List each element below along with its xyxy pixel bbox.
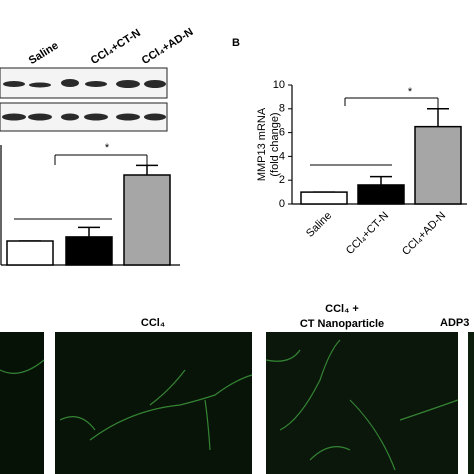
lane-label: Saline [27, 40, 61, 67]
blot-strip [0, 67, 168, 99]
y-axis-label: (fold change) [269, 112, 281, 176]
x-tick-label: Saline [304, 210, 334, 240]
bar [357, 184, 405, 205]
micrograph [266, 332, 458, 474]
y-tick-label: 0 [279, 198, 285, 210]
bar [123, 174, 171, 266]
bar [414, 125, 462, 205]
y-axis-label: MMP13 mRNA [256, 107, 268, 181]
significance-star: * [408, 86, 413, 98]
micrograph-label: CT Nanoparticle [300, 318, 384, 330]
x-tick-label: CCl₄+AD-N [400, 210, 448, 258]
micrograph [468, 332, 474, 474]
micrographs [0, 332, 474, 474]
bar [6, 240, 54, 266]
y-tick-label: 6 [279, 127, 285, 139]
y-tick-label: 10 [273, 79, 285, 91]
lane-label: CCl₄+AD-N [140, 26, 196, 67]
bar [65, 236, 113, 266]
panel-label: B [232, 37, 240, 49]
western-blot [0, 67, 168, 132]
micrograph [0, 332, 44, 474]
micrograph-label: CCl₄ + [325, 303, 359, 315]
micrograph-label: ADP3 [440, 317, 469, 329]
y-tick-label: 8 [279, 103, 285, 115]
bar [300, 191, 348, 205]
x-tick-label: CCl₄+CT-N [344, 210, 391, 257]
y-tick-label: 4 [279, 150, 285, 162]
micrograph-label: CCl₄ [141, 317, 165, 329]
lane-label: CCl₄+CT-N [89, 27, 143, 67]
y-tick-label: 2 [279, 174, 285, 186]
significance-star: * [105, 142, 110, 154]
